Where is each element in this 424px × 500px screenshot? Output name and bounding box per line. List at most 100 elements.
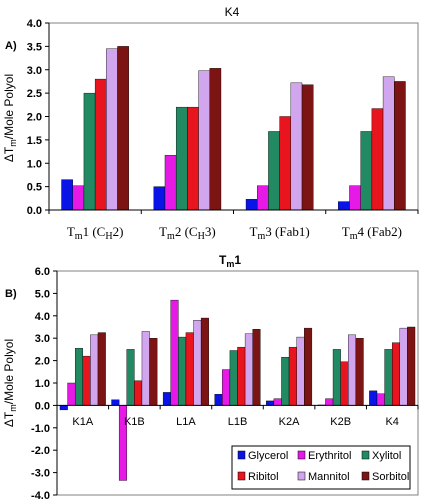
x-tick-label: L1B xyxy=(228,416,248,428)
bar-sorbitol xyxy=(304,327,313,406)
bar-mannitol xyxy=(141,331,150,406)
bar-xylitol xyxy=(83,92,96,211)
y-tick-label: 0.0 xyxy=(27,205,42,217)
bar-xylitol xyxy=(384,349,393,406)
bar-mannitol xyxy=(198,70,210,211)
panel-a: A) K4 ΔTm/Mole Polyol 0.0 0.5 1.0 1.5 2.0 2.5… xyxy=(2,5,419,242)
y-tick-label: 2.0 xyxy=(27,112,42,124)
x-tick-label: Tm4 (Fab2) xyxy=(342,224,402,242)
bar-ribitol xyxy=(288,346,297,406)
bar-sorbitol xyxy=(301,84,314,211)
legend: Glycerol Erythritol Xylitol Ribitol Mannitol… xyxy=(231,445,411,490)
y-tick-label: -3.0 xyxy=(31,468,50,480)
y-tick-label: 3.0 xyxy=(35,333,50,345)
bar-ribitol xyxy=(392,342,401,406)
bar-xylitol xyxy=(74,348,83,406)
bar-mannitol xyxy=(296,336,305,406)
bar-glycerol xyxy=(153,186,166,211)
legend-swatch xyxy=(237,471,246,481)
legend-swatch xyxy=(361,450,370,460)
legend-swatch xyxy=(297,450,306,460)
y-tick-label: 2.5 xyxy=(27,88,42,100)
x-tick-label: K4 xyxy=(385,416,398,428)
bar-mannitol xyxy=(106,48,118,211)
bar-sorbitol xyxy=(355,338,364,406)
y-tick-label: 6.0 xyxy=(35,266,50,278)
bar-sorbitol xyxy=(252,329,261,406)
legend-swatch xyxy=(361,471,370,481)
bar-ribitol xyxy=(340,361,349,406)
legend-entry: Glycerol xyxy=(248,450,288,462)
y-tick-label: 5.0 xyxy=(35,288,50,300)
bar-erythritol xyxy=(349,185,361,211)
bar-sorbitol xyxy=(117,46,129,211)
bar-ribitol xyxy=(279,116,292,211)
bar-erythritol xyxy=(170,299,179,406)
bar-mannitol xyxy=(382,76,395,211)
bar-ribitol xyxy=(371,108,384,211)
panel-a-plot: 0.0 0.5 1.0 1.5 2.0 2.5 3.0 3.5 4.0 Tm1 (CH2) Tm2 … xyxy=(27,18,419,242)
y-tick-label: 4.0 xyxy=(35,311,50,323)
panel-a-label: A) xyxy=(5,40,17,52)
legend-swatch xyxy=(297,471,306,481)
bar-glycerol xyxy=(59,405,68,411)
bar-ribitol xyxy=(82,355,91,406)
bar-xylitol xyxy=(175,106,188,211)
y-tick-label: 0.0 xyxy=(35,400,50,412)
legend-entry: Erythritol xyxy=(308,450,351,462)
panel-b-ylabel: ΔTm/Mole Polyol xyxy=(2,339,18,427)
x-tick-label: Tm1 (CH2) xyxy=(67,224,124,242)
bar-mannitol xyxy=(90,334,99,406)
bar-glycerol xyxy=(245,199,258,211)
panel-a-ylabel: ΔTm/Mole Polyol xyxy=(2,74,18,162)
y-tick-label: 1.5 xyxy=(27,135,42,147)
legend-box xyxy=(231,445,411,490)
bar-sorbitol xyxy=(97,332,106,406)
bar-mannitol xyxy=(290,82,303,211)
bar-sorbitol xyxy=(209,68,222,211)
bar-ribitol xyxy=(237,346,246,406)
bar-glycerol xyxy=(111,399,120,406)
panel-b: B) Tm1 ΔTm/Mole Polyol -4.0 -3.0 -2.0 -1.0 0… xyxy=(2,253,419,500)
bar-erythritol xyxy=(222,369,231,406)
bar-xylitol xyxy=(332,349,341,406)
y-tick-label: 3.5 xyxy=(27,41,42,53)
bar-xylitol xyxy=(281,357,290,406)
bar-xylitol xyxy=(178,336,187,406)
bar-mannitol xyxy=(244,333,253,406)
bar-sorbitol xyxy=(407,326,416,406)
bar-glycerol xyxy=(162,392,171,406)
y-tick-label: 3.0 xyxy=(27,65,42,77)
y-tick-label: 4.0 xyxy=(27,18,42,30)
panel-b-title: Tm1 xyxy=(219,253,241,269)
bar-erythritol xyxy=(67,382,76,406)
panel-b-plot: -4.0 -3.0 -2.0 -1.0 0.0 1.0 2.0 3.0 4.0 5.0 6.0 K1A… xyxy=(31,266,419,500)
y-tick-label: 1.0 xyxy=(27,158,42,170)
legend-swatch xyxy=(237,450,246,460)
panel-a-title: K4 xyxy=(225,5,240,19)
bar-mannitol xyxy=(399,327,408,406)
bar-glycerol xyxy=(61,179,73,211)
bar-xylitol xyxy=(360,131,373,211)
legend-entry: Ribitol xyxy=(248,471,279,483)
bar-erythritol xyxy=(72,185,85,211)
y-tick-label: -4.0 xyxy=(31,490,50,500)
bar-ribitol xyxy=(134,380,143,406)
y-tick-label: 1.0 xyxy=(35,378,50,390)
legend-entry: Xylitol xyxy=(372,450,401,462)
y-tick-label: 0.5 xyxy=(27,182,42,194)
bar-erythritol xyxy=(164,155,177,211)
bar-mannitol xyxy=(348,334,357,406)
panel-b-label: B) xyxy=(5,288,17,300)
x-tick-label: L1A xyxy=(176,416,196,428)
bar-mannitol xyxy=(193,320,202,406)
legend-entry: Sorbitol xyxy=(372,471,409,483)
bar-erythritol xyxy=(376,393,385,406)
bar-erythritol xyxy=(273,398,282,406)
y-tick-label: -2.0 xyxy=(31,445,50,457)
bar-xylitol xyxy=(126,349,135,406)
bar-glycerol xyxy=(369,390,378,406)
x-tick-label: K1B xyxy=(124,416,145,428)
bar-xylitol xyxy=(268,131,280,211)
